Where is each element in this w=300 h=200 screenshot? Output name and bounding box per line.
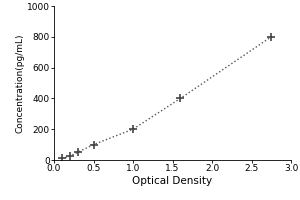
Y-axis label: Concentration(pg/mL): Concentration(pg/mL) [15,33,24,133]
X-axis label: Optical Density: Optical Density [132,176,213,186]
